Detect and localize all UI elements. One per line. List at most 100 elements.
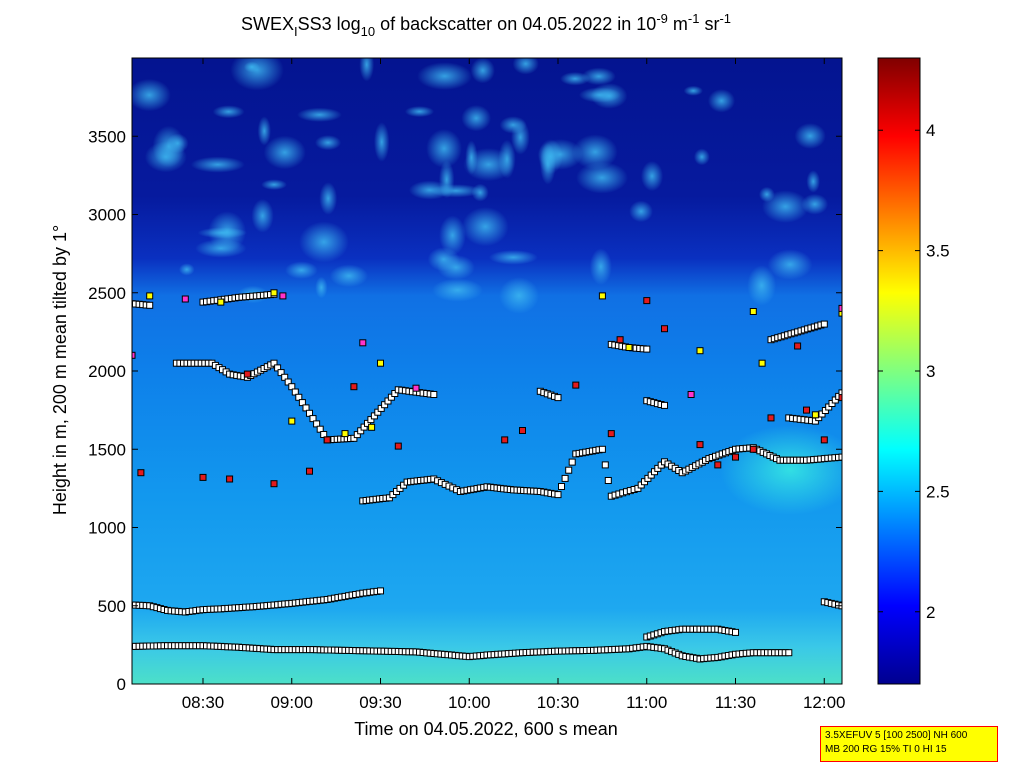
info-box-line-1: 3.5XEFUV 5 [100 2500] NH 600 — [825, 730, 968, 741]
texture-blob — [762, 190, 809, 223]
layer-marker — [519, 427, 526, 434]
texture-blob — [539, 143, 556, 185]
texture-blob — [499, 277, 539, 314]
texture-blob — [359, 58, 375, 82]
x-tick-label: 09:00 — [270, 693, 313, 712]
layer-marker — [732, 628, 739, 636]
layer-marker — [696, 347, 704, 355]
layer-marker — [643, 345, 651, 353]
layer-marker — [377, 359, 384, 367]
layer-marker — [714, 461, 722, 469]
layer-marker — [604, 477, 612, 484]
texture-blob — [297, 107, 342, 122]
texture-blob — [439, 215, 466, 256]
layer-marker — [284, 378, 292, 386]
layer-marker — [838, 453, 842, 461]
surface-layer — [132, 642, 793, 663]
layer-marker — [270, 359, 278, 367]
colorbar-tick-label: 3 — [926, 362, 935, 381]
texture-blob — [461, 207, 509, 247]
layer-marker — [820, 436, 828, 444]
x-tick-label: 10:00 — [448, 693, 491, 712]
layer-marker — [820, 320, 828, 328]
layer-marker — [561, 474, 569, 482]
y-axis-label: Height in m, 200 m mean tilted by 1° — [50, 225, 70, 515]
y-tick-label: 2500 — [88, 284, 126, 303]
info-box: 3.5XEFUV 5 [100 2500] NH 600 MB 200 RG 1… — [820, 726, 998, 762]
layer-marker — [295, 393, 303, 401]
texture-blob — [560, 71, 590, 86]
layer-marker — [838, 304, 842, 312]
layer-marker — [270, 480, 278, 488]
layer-marker — [359, 339, 367, 347]
texture-blob — [463, 148, 514, 182]
chart-title: SWEXISS3 log10 of backscatter on 04.05.2… — [241, 11, 731, 39]
layer-marker — [785, 649, 793, 657]
texture-blob — [707, 89, 736, 113]
layer-marker — [838, 394, 842, 402]
layer-marker — [430, 391, 438, 398]
layer-marker — [696, 441, 704, 449]
texture-blob — [512, 58, 539, 75]
y-tick-label: 1000 — [88, 519, 126, 538]
layer-marker — [412, 384, 420, 392]
texture-blob — [470, 58, 495, 84]
texture-blob — [417, 62, 472, 90]
texture-blob — [589, 248, 612, 285]
plot-area — [132, 58, 842, 684]
texture-blob — [572, 134, 618, 170]
layer-marker — [298, 399, 306, 407]
colorbar-tick-label: 3.5 — [926, 242, 950, 261]
texture-blob — [693, 148, 710, 166]
layer-marker — [558, 483, 565, 490]
y-tick-label: 3000 — [88, 206, 126, 225]
texture-blob — [640, 161, 664, 192]
layer-marker — [661, 401, 668, 409]
layer-marker — [661, 325, 668, 333]
layer-marker — [687, 391, 695, 398]
texture-blob — [208, 211, 247, 253]
texture-blob — [285, 261, 318, 279]
texture-blob — [314, 135, 342, 151]
texture-blob — [178, 263, 195, 276]
x-tick-label: 12:00 — [803, 693, 846, 712]
texture-blob — [683, 85, 703, 96]
layer-marker — [749, 308, 757, 315]
layer-marker — [732, 453, 739, 461]
layer-marker — [146, 292, 154, 300]
texture-blob — [329, 264, 369, 288]
x-tick-label: 11:30 — [715, 693, 756, 712]
layer-marker — [277, 369, 285, 377]
texture-blob — [230, 58, 284, 91]
aerosol-layer-top — [643, 625, 739, 641]
lower-layer — [132, 587, 842, 616]
layer-marker — [368, 423, 376, 431]
layer-marker — [323, 436, 331, 444]
layer-marker — [341, 430, 349, 438]
layer-marker — [625, 344, 633, 351]
layer-marker — [568, 458, 576, 466]
layer-marker — [601, 461, 609, 469]
layer-marker — [811, 411, 819, 419]
texture-blob — [437, 254, 475, 280]
layer-marker — [394, 442, 402, 450]
texture-blob — [576, 161, 628, 194]
x-tick-label: 10:30 — [537, 693, 580, 712]
x-axis-label: Time on 04.05.2022, 600 s mean — [354, 719, 618, 739]
y-tick-label: 3500 — [88, 127, 126, 146]
info-box-line-2: MB 200 RG 15% TI 0 HI 15 — [825, 744, 947, 755]
layer-marker — [137, 469, 145, 477]
layer-marker — [838, 309, 842, 317]
layer-marker — [598, 292, 606, 300]
y-tick-label: 0 — [117, 675, 126, 694]
layer-marker — [313, 420, 321, 428]
x-tick-label: 09:30 — [359, 693, 402, 712]
layer-marker — [199, 473, 207, 481]
texture-blob — [261, 179, 288, 190]
texture-blob — [578, 87, 621, 103]
texture-blob — [243, 61, 260, 73]
x-tick-label: 11:00 — [626, 693, 667, 712]
layer-marker — [565, 466, 573, 474]
magenta-markers — [132, 292, 842, 398]
